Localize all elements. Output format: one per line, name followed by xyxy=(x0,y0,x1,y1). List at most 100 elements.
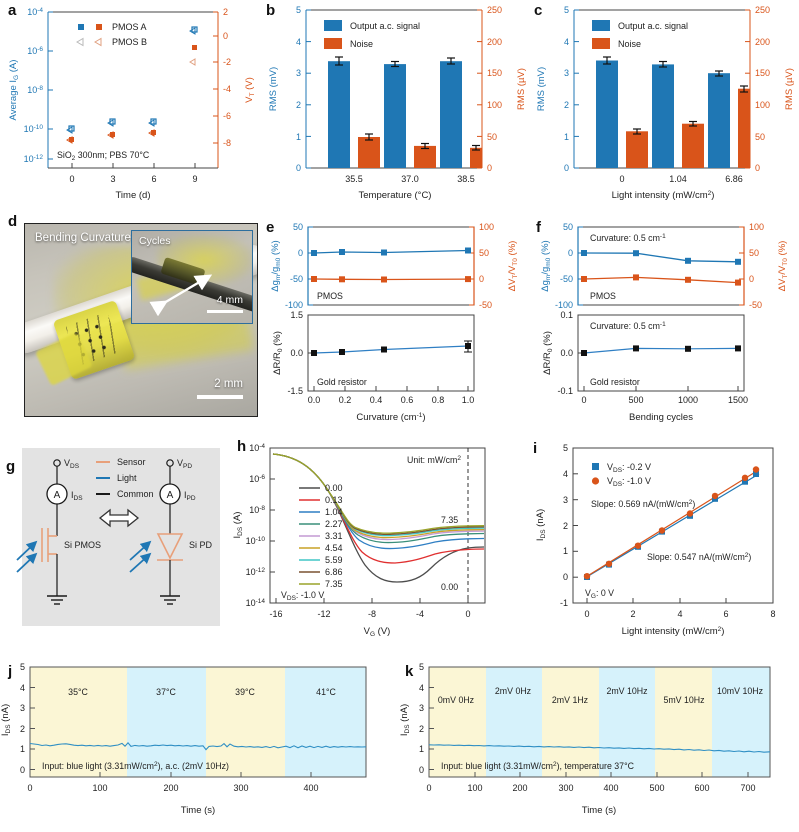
svg-text:100: 100 xyxy=(467,783,482,793)
panel-c-chart: 5 4 3 2 1 0 RMS (mV) 250 200 150 100 50 … xyxy=(536,5,795,201)
band-2mv-10hz xyxy=(599,667,655,777)
panel-e-bottom-yaxis: 1.5 0.0 -1.5 ΔR/R0 (%) xyxy=(272,310,313,396)
svg-text:300: 300 xyxy=(233,783,248,793)
panel-k-xaxis: 0 100 200 300 400 500 600 700 Time (s) xyxy=(426,772,756,816)
x-tick-b-1: 37.0 xyxy=(401,174,419,184)
svg-text:50: 50 xyxy=(755,132,765,142)
panel-f-label: f xyxy=(536,219,541,236)
svg-text:2: 2 xyxy=(630,609,635,619)
svg-text:0.0: 0.0 xyxy=(290,348,303,358)
fit-line-blue xyxy=(586,473,760,578)
panel-e-top-series-gm xyxy=(311,247,471,256)
svg-text:-50: -50 xyxy=(749,300,762,310)
svg-text:10-14: 10-14 xyxy=(246,598,266,608)
legend-h-item-4: 3.31 xyxy=(325,531,343,541)
panel-h-bias-note: VDS: -1.0 V xyxy=(281,590,324,602)
band-label-2: 2mV 1Hz xyxy=(552,695,588,705)
svg-text:250: 250 xyxy=(755,5,770,15)
panel-i-points-orange xyxy=(583,466,760,580)
band-label-5: 10mV 10Hz xyxy=(717,686,763,696)
svg-text:400: 400 xyxy=(303,783,318,793)
panel-e-bottom-annotation: Gold resistor xyxy=(317,377,367,387)
svg-text:10-4: 10-4 xyxy=(27,7,43,17)
band-35c xyxy=(30,667,127,777)
svg-text:0: 0 xyxy=(426,783,431,793)
panel-d-photograph: Bending Curvature 2 mm xyxy=(24,223,258,417)
x-tick-c-1: 1.04 xyxy=(669,174,687,184)
panel-i-xlabel: Light intensity (mW/cm2) xyxy=(622,626,725,637)
svg-text:10-8: 10-8 xyxy=(249,505,265,515)
y2-axis-c: 250 200 150 100 50 0 RMS (µV) xyxy=(745,5,795,173)
panel-k-frame xyxy=(428,666,771,778)
svg-text:-50: -50 xyxy=(290,274,303,284)
band-label-0: 0mV 0Hz xyxy=(438,695,474,705)
svg-text:0.6: 0.6 xyxy=(401,395,414,405)
panel-j-frame xyxy=(29,666,367,778)
photodiode-triangle-icon xyxy=(156,533,184,560)
legend-h-item-5: 4.54 xyxy=(325,543,343,553)
equivalence-arrow-icon xyxy=(98,508,140,528)
panel-e-label: e xyxy=(266,219,275,236)
svg-text:10-6: 10-6 xyxy=(27,46,43,56)
svg-text:3: 3 xyxy=(296,68,301,78)
legend-h-item-3: 2.27 xyxy=(325,519,343,529)
legend-h-item-2: 1.04 xyxy=(325,507,343,517)
x-tick-b-2: 38.5 xyxy=(457,174,475,184)
legend-c-item-1: Noise xyxy=(618,39,641,49)
svg-text:0.1: 0.1 xyxy=(560,310,573,320)
svg-text:400: 400 xyxy=(603,783,618,793)
svg-text:0: 0 xyxy=(755,163,760,173)
panel-g-label: g xyxy=(6,458,16,475)
svg-text:100: 100 xyxy=(755,100,770,110)
svg-text:0: 0 xyxy=(487,163,492,173)
legend-b-item-0: Output a.c. signal xyxy=(350,21,420,31)
device-left-label: Si PMOS xyxy=(64,540,101,550)
legend-i-item-1: VDS: -1.0 V xyxy=(607,476,651,488)
svg-text:4: 4 xyxy=(296,37,301,47)
panel-k-chart: 5 4 3 2 1 0 IDS (nA) 0 100 200 300 400 5… xyxy=(399,662,771,816)
svg-text:5: 5 xyxy=(419,662,424,672)
data-points-a xyxy=(66,26,198,144)
panel-f-top-series-vt xyxy=(581,274,741,286)
svg-text:0.2: 0.2 xyxy=(339,395,352,405)
legend-g-item-2: Common xyxy=(117,489,154,499)
bars-b xyxy=(328,56,482,169)
svg-text:4: 4 xyxy=(564,37,569,47)
panel-a-annotation: SiO2 300nm; PBS 70°C xyxy=(57,150,150,162)
panel-d: d Bending Curvature 2 mm xyxy=(0,205,262,425)
svg-text:-50: -50 xyxy=(479,300,492,310)
panel-e-top-series-vt xyxy=(311,276,471,283)
svg-text:5: 5 xyxy=(296,5,301,15)
svg-text:50: 50 xyxy=(293,222,303,232)
svg-text:-2: -2 xyxy=(223,57,231,67)
band-label-35c: 35°C xyxy=(68,687,88,697)
panel-e-xlabel: Curvature (cm-1) xyxy=(356,412,425,423)
svg-text:9: 9 xyxy=(192,174,197,184)
svg-text:4: 4 xyxy=(563,469,568,479)
svg-text:0: 0 xyxy=(223,31,228,41)
x-tick-b-0: 35.5 xyxy=(345,174,363,184)
svg-text:Δgm/gm0 (%): Δgm/gm0 (%) xyxy=(270,240,282,291)
legend-i-item-0: VDS: -0.2 V xyxy=(607,462,651,474)
svg-text:-8: -8 xyxy=(223,138,231,148)
svg-text:3: 3 xyxy=(110,174,115,184)
svg-text:-6: -6 xyxy=(223,111,231,121)
svg-text:1: 1 xyxy=(20,744,25,754)
bars-c xyxy=(596,56,750,168)
panel-k: k 5 4 3 2 1 0 IDS (nA) 0 100 200 300 400 xyxy=(399,645,799,832)
svg-text:5: 5 xyxy=(564,5,569,15)
svg-text:250: 250 xyxy=(487,5,502,15)
svg-text:0: 0 xyxy=(419,765,424,775)
svg-text:200: 200 xyxy=(487,37,502,47)
band-41c xyxy=(285,667,366,777)
band-2mv-1hz xyxy=(542,667,599,777)
panel-j-annotation: Input: blue light (3.31mW/cm2), a.c. (2m… xyxy=(42,761,229,771)
svg-text:2: 2 xyxy=(20,724,25,734)
panel-h-chart: 10-4 10-6 10-8 10-10 10-12 10-14 IDS (A)… xyxy=(232,443,486,638)
panel-i-label: i xyxy=(533,440,538,457)
svg-text:0: 0 xyxy=(749,274,754,284)
svg-text:8: 8 xyxy=(770,609,775,619)
svg-text:Average IG (A): Average IG (A) xyxy=(8,60,20,121)
left-branch-pmos: VDS A IDS Si PMOS xyxy=(16,458,101,605)
svg-text:-8: -8 xyxy=(368,609,376,619)
